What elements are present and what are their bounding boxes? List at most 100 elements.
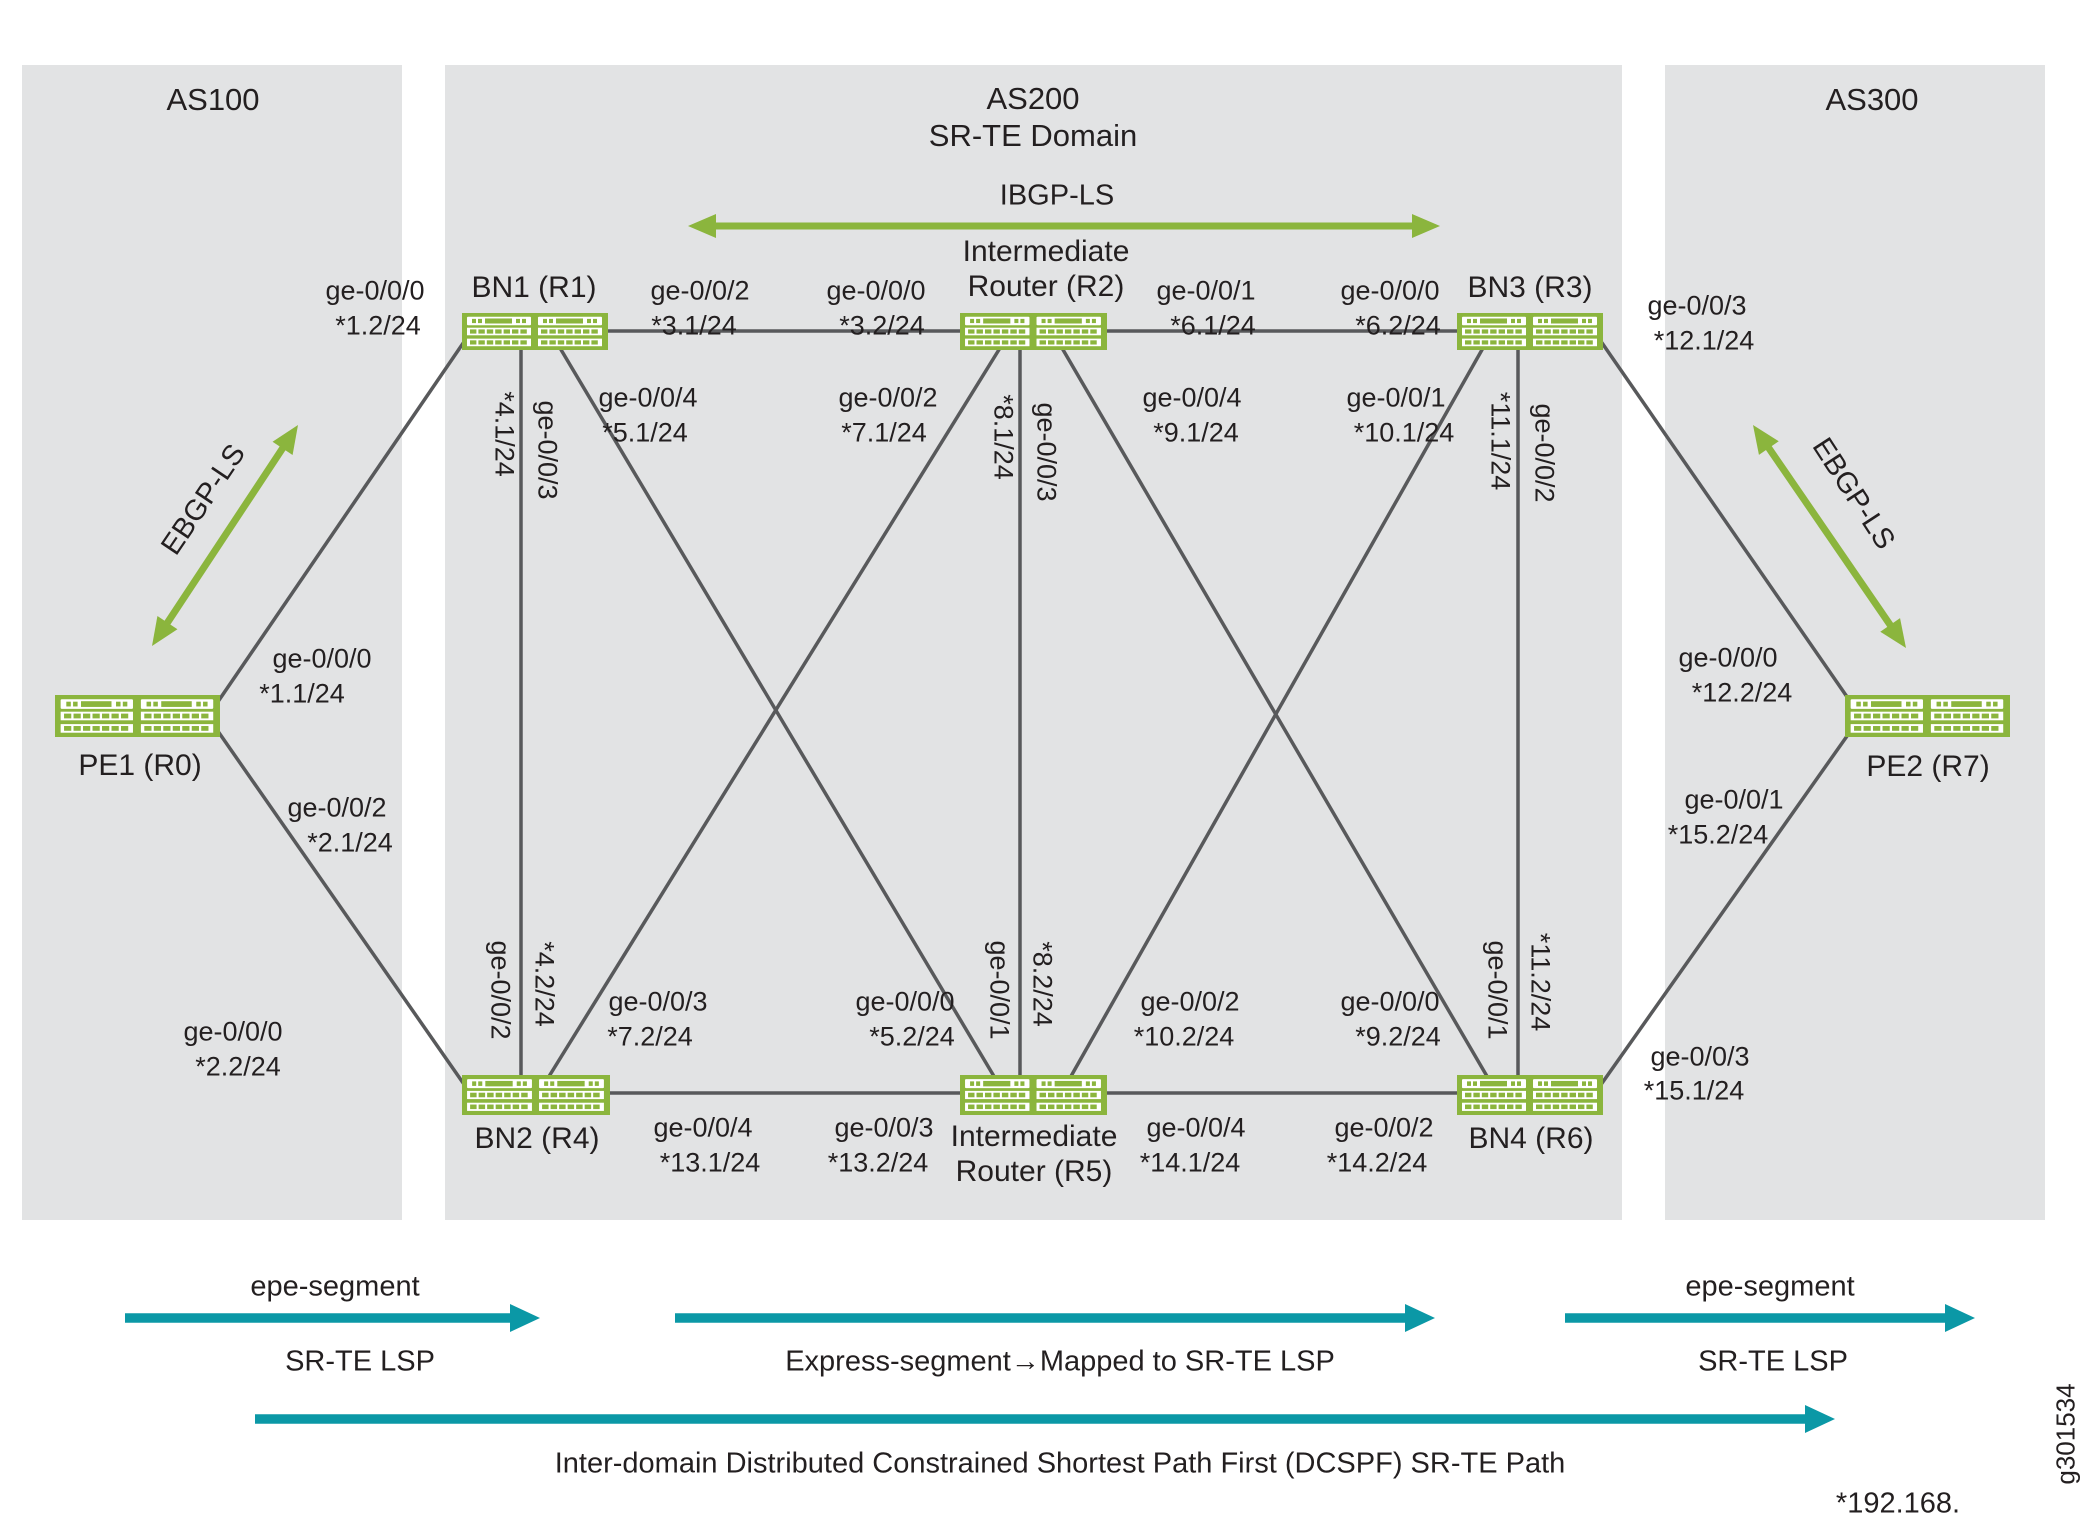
interface-label: *13.1/24 [659,1147,761,1178]
as-domain-panel-as100 [22,65,402,1220]
epe-segment-right-label: epe-segment [1685,1270,1855,1303]
link-line-7 [558,347,997,1079]
router-name-label-bn3: BN3 (R3) [1467,271,1593,304]
ebgp-ls-left-arrow-head [152,616,178,646]
interface-label: ge-0/0/4 [598,382,698,413]
interface-label: ge-0/0/4 [653,1112,753,1143]
interface-label: ge-0/0/2 [1334,1112,1434,1143]
inter-domain-dcspf-arrow-head [1805,1405,1835,1433]
interface-label: *6.1/24 [1170,310,1256,341]
interface-label: ge-0/0/1 [1156,275,1256,306]
interface-label: *3.2/24 [839,310,925,341]
router-chassis-icon [960,1075,1107,1115]
router-pe2 [1845,695,2010,737]
router-chassis-icon [1457,313,1603,350]
interface-label: ge-0/0/4 [1142,382,1242,413]
interface-label-rotated: ge-0/0/3 [532,400,563,500]
interface-label-rotated: ge-0/0/1 [984,940,1015,1040]
interface-label: *2.1/24 [307,827,393,858]
express-segment-arrow-head [1405,1304,1435,1332]
ebgp-ls-right-arrow [1762,441,1897,632]
interface-label: *7.2/24 [607,1021,693,1052]
interface-label: ge-0/0/0 [1340,275,1440,306]
router-r2 [960,313,1107,350]
epe-segment-left-label: epe-segment [250,1270,420,1303]
link-line-10 [1068,347,1485,1079]
ip-prefix-footnote: *192.168. [1835,1487,1961,1520]
interface-label-rotated: *8.2/24 [1027,941,1058,1027]
router-name-label-r2: Router (R2) [967,270,1125,303]
as-domain-panel-as200 [445,65,1622,1220]
epe-segment-left-arrow-head [510,1304,540,1332]
interface-label: ge-0/0/1 [1346,382,1446,413]
interface-label: ge-0/0/4 [1146,1112,1246,1143]
interface-label: *10.2/24 [1133,1021,1235,1052]
link-line-6 [213,725,470,1092]
router-name-label-bn4: BN4 (R6) [1468,1122,1594,1155]
interface-label: *9.1/24 [1153,417,1239,448]
interface-label-rotated: *11.1/24 [1485,391,1516,491]
router-bn3 [1457,313,1603,350]
interface-label-rotated: ge-0/0/3 [1031,402,1062,502]
interface-label: *9.2/24 [1355,1021,1441,1052]
interface-label: ge-0/0/0 [1678,642,1778,673]
inter-domain-dcspf-label: Inter-domain Distributed Constrained Sho… [554,1447,1566,1480]
interface-label: *12.1/24 [1653,325,1755,356]
router-pe1 [55,695,220,737]
router-chassis-icon [960,313,1107,350]
ebgp-ls-left-arrow-head [272,425,298,455]
interface-label: *1.1/24 [259,678,345,709]
interface-label: ge-0/0/2 [1140,986,1240,1017]
interface-label: *6.2/24 [1355,310,1441,341]
sr-te-lsp-left-label: SR-TE LSP [285,1345,435,1378]
interface-label: *1.2/24 [335,310,421,341]
router-chassis-icon [462,313,608,350]
sr-te-lsp-right-label: SR-TE LSP [1698,1345,1848,1378]
interface-label: *13.2/24 [827,1147,929,1178]
router-name-label-pe1: PE1 (R0) [78,749,202,782]
interface-label: *5.2/24 [869,1021,955,1052]
router-r5 [960,1075,1107,1115]
interface-label: *15.2/24 [1667,819,1769,850]
interface-label: ge-0/0/1 [1684,784,1784,815]
interface-label-rotated: ge-0/0/2 [485,940,516,1040]
interface-label: ge-0/0/3 [608,986,708,1017]
as-domain-label: AS300 [1825,82,1919,117]
router-chassis-icon [1845,695,2010,737]
interface-label: ge-0/0/0 [325,275,425,306]
link-line-11 [1598,339,1854,705]
epe-segment-right-arrow-head [1945,1304,1975,1332]
router-bn1 [462,313,608,350]
interface-label-rotated: *4.2/24 [529,941,560,1027]
router-name-label-bn2: BN2 (R4) [474,1122,600,1155]
router-name-label-r2: Intermediate [962,235,1130,268]
router-name-label-r5: Intermediate [950,1120,1118,1153]
interface-label-rotated: *8.1/24 [988,394,1019,480]
ibgp-ls-label: IBGP-LS [999,179,1115,212]
ibgp-ls-arrow-head [688,214,716,238]
interface-label: ge-0/0/3 [1647,290,1747,321]
interface-label: ge-0/0/0 [272,643,372,674]
interface-label: *15.1/24 [1643,1075,1745,1106]
sr-te-domain-sublabel: SR-TE Domain [928,118,1138,153]
link-line-12 [1598,727,1854,1088]
router-name-label-bn1: BN1 (R1) [471,271,597,304]
interface-label: ge-0/0/3 [834,1112,934,1143]
interface-label: *12.2/24 [1691,677,1793,708]
interface-label: ge-0/0/2 [650,275,750,306]
router-bn2 [462,1075,610,1115]
router-chassis-icon [55,695,220,737]
link-line-5 [213,335,470,707]
interface-label-rotated: *4.1/24 [489,391,520,477]
router-name-label-pe2: PE2 (R7) [1866,750,1990,783]
interface-label: *10.1/24 [1353,417,1455,448]
interface-label: ge-0/0/0 [1340,986,1440,1017]
interface-label: *3.1/24 [651,310,737,341]
router-name-label-r5: Router (R5) [955,1155,1113,1188]
interface-label: ge-0/0/0 [826,275,926,306]
link-line-8 [546,347,1002,1079]
interface-label: *5.1/24 [602,417,688,448]
interface-label-rotated: ge-0/0/2 [1529,403,1560,503]
ibgp-ls-arrow-head [1412,214,1440,238]
